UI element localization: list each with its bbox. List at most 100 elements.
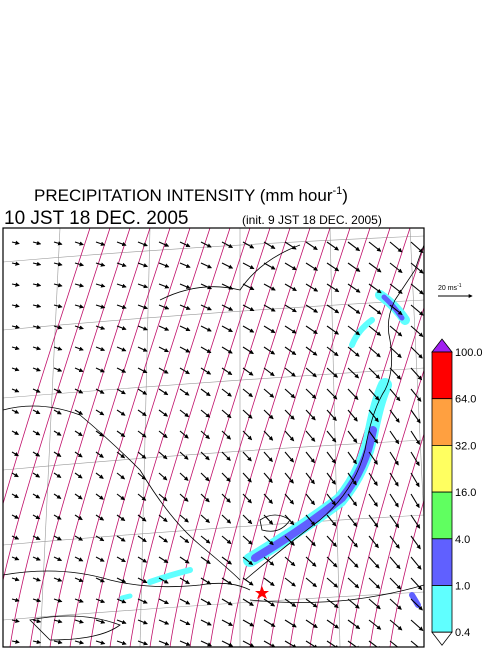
wind-arrow xyxy=(11,577,20,582)
colorbar-segment xyxy=(431,585,453,633)
wind-arrow xyxy=(95,535,105,542)
wind-arrow xyxy=(347,304,361,314)
wind-arrow xyxy=(32,577,41,582)
wind-arrow xyxy=(263,430,274,441)
wind-arrow xyxy=(200,472,210,482)
wind-arrow xyxy=(158,241,170,247)
wind-arrow xyxy=(74,430,83,437)
wind-arrow xyxy=(11,345,20,351)
wind-arrow xyxy=(116,283,127,288)
wind-arrow xyxy=(242,283,255,291)
wind-arrow xyxy=(242,640,255,647)
wind-arrow xyxy=(221,283,234,290)
grid-line xyxy=(329,228,341,647)
wind-arrow xyxy=(389,283,403,294)
wind-arrow xyxy=(221,304,234,311)
coastline xyxy=(3,405,241,581)
wind-arrow xyxy=(95,598,106,604)
wind-arrow xyxy=(305,640,319,647)
wind-arrow xyxy=(347,535,358,548)
wind-arrow xyxy=(137,430,147,438)
precip-moderate xyxy=(251,426,377,562)
wind-arrow xyxy=(179,262,191,268)
wind-arrow xyxy=(263,325,276,334)
wind-arrow xyxy=(347,388,359,401)
wind-arrow xyxy=(326,430,337,443)
wind-arrow xyxy=(326,451,336,464)
wind-arrow xyxy=(221,577,233,585)
wind-arrow xyxy=(74,241,84,246)
wind-arrow xyxy=(158,556,169,564)
wind-arrow xyxy=(200,262,212,269)
isobar xyxy=(69,228,191,647)
wind-arrow xyxy=(137,388,148,395)
wind-arrow xyxy=(179,367,190,375)
wind-arrow xyxy=(158,514,168,522)
wind-arrow xyxy=(242,346,254,355)
wind-arrow xyxy=(179,640,191,646)
isobar xyxy=(209,228,331,647)
wind-arrow xyxy=(263,598,276,607)
wind-arrow xyxy=(221,640,234,647)
wind-arrow xyxy=(53,493,62,499)
wind-arrow xyxy=(74,409,84,415)
wind-arrow xyxy=(95,472,104,479)
wind-arrow xyxy=(158,619,170,625)
wind-arrow xyxy=(11,367,20,372)
wind-arrow xyxy=(221,535,232,545)
wind-arrow xyxy=(263,514,274,525)
wind-arrow xyxy=(158,304,170,310)
wind-arrow xyxy=(242,262,255,270)
wind-arrow xyxy=(11,618,20,623)
wind-arrow xyxy=(11,240,20,245)
wind-arrow xyxy=(410,598,423,611)
wind-arrow xyxy=(11,493,19,499)
wind-arrow xyxy=(221,472,231,482)
wind-arrow xyxy=(368,493,378,507)
wind-arrow xyxy=(200,325,212,332)
wind-arrow xyxy=(158,430,168,439)
wind-arrow xyxy=(221,619,234,626)
wind-arrow xyxy=(179,388,190,396)
wind-arrow xyxy=(284,577,296,587)
wind-arrow xyxy=(95,346,106,352)
wind-arrow xyxy=(221,346,233,354)
wind-arrow xyxy=(347,598,360,609)
wind-arrow xyxy=(347,451,357,465)
wind-arrow xyxy=(389,262,403,273)
wind-arrow xyxy=(326,367,338,378)
wind-arrow xyxy=(53,535,62,541)
wind-arrow xyxy=(158,283,170,289)
title: PRECIPITATION INTENSITY (mm hour-1) xyxy=(34,185,348,205)
wind-arrow xyxy=(116,388,126,395)
wind-arrow xyxy=(137,346,148,352)
wind-arrow xyxy=(74,577,84,582)
wind-arrow xyxy=(242,514,253,525)
wind-arrow xyxy=(410,472,420,488)
wind-arrow xyxy=(32,472,41,478)
wind-arrow xyxy=(179,472,189,481)
wind-arrow xyxy=(347,409,358,422)
wind-arrow xyxy=(389,388,401,402)
wind-arrow xyxy=(74,493,83,500)
wind-arrow xyxy=(263,241,276,249)
wind-arrow xyxy=(53,514,62,520)
precip-moderate xyxy=(409,592,421,608)
wind-arrow xyxy=(32,598,42,603)
wind-arrow xyxy=(284,430,295,442)
wind-arrow xyxy=(95,388,105,394)
wind-arrow xyxy=(32,451,41,457)
wind-arrow xyxy=(347,283,361,293)
wind-arrow xyxy=(221,598,233,606)
coastline xyxy=(29,615,121,641)
wind-arrow xyxy=(410,430,421,445)
wind-arrow xyxy=(116,493,126,501)
wind-arrow xyxy=(137,262,148,268)
coastline xyxy=(3,570,251,591)
wind-arrow xyxy=(221,451,231,461)
wind-arrow xyxy=(74,598,84,603)
wind-arrow xyxy=(305,262,319,271)
wind-arrow xyxy=(410,346,423,359)
wind-arrow xyxy=(284,598,297,607)
